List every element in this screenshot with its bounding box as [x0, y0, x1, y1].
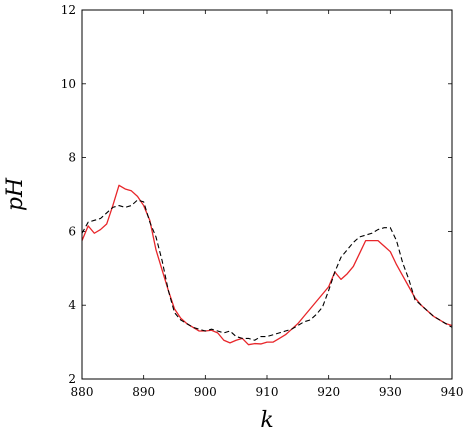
series-line-dashed-black: [81, 199, 453, 341]
y-tick-label: 12: [61, 3, 76, 17]
x-axis-label: k: [260, 408, 273, 433]
y-tick-label: 2: [68, 372, 76, 386]
y-axis-label: pH: [3, 177, 28, 211]
ticks-layer: 880 890 900 910 920 930 940 2 4 6 8 10 12: [61, 3, 464, 399]
y-tick-label: 10: [61, 77, 76, 91]
x-tick-label: 900: [194, 385, 217, 399]
plot-frame: [81, 9, 453, 380]
y-tick-label: 4: [68, 298, 76, 312]
y-tick-label: 6: [68, 224, 76, 238]
y-tick-label: 8: [68, 151, 76, 165]
x-tick-label: 920: [317, 385, 340, 399]
x-tick-label: 910: [256, 385, 279, 399]
x-tick-label: 940: [441, 385, 464, 399]
x-tick-label: 880: [71, 385, 94, 399]
series-line-solid-red: [81, 184, 453, 346]
x-tick-label: 930: [379, 385, 402, 399]
x-tick-label: 890: [132, 385, 155, 399]
series-layer: [81, 184, 453, 346]
